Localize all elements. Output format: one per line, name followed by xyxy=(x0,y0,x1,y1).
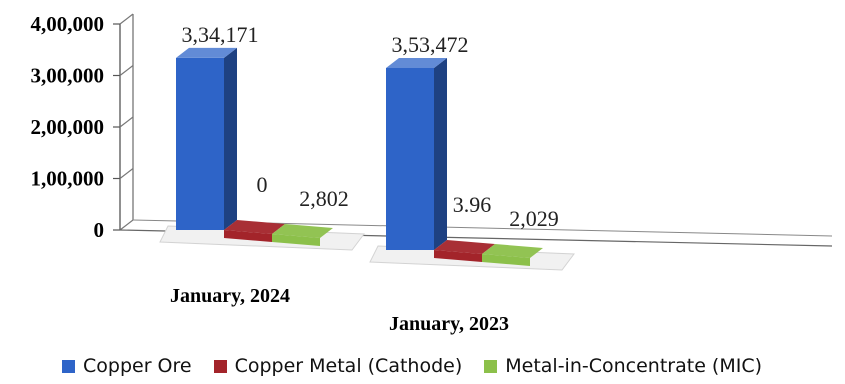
y-tick-label: 0 xyxy=(94,218,105,242)
bar-front xyxy=(176,57,224,231)
legend: Copper Ore Copper Metal (Cathode) Metal-in… xyxy=(62,351,845,381)
category-label: January, 2023 xyxy=(389,313,509,335)
bar xyxy=(176,47,237,231)
data-label: 0 xyxy=(257,172,268,197)
legend-swatch xyxy=(213,359,227,373)
data-label: 3,53,472 xyxy=(392,32,469,57)
bar xyxy=(434,240,495,262)
legend-swatch xyxy=(62,359,75,373)
data-labels: 3,34,171 0 2,802 3,53,472 3.96 2,029 xyxy=(182,22,559,231)
bar xyxy=(272,224,333,246)
y-tick-label: 2,00,000 xyxy=(31,115,105,139)
data-label: 2,802 xyxy=(299,186,349,211)
bar-front xyxy=(386,67,434,251)
category-labels: January, 2024 January, 2023 xyxy=(170,285,509,335)
bar-front xyxy=(272,234,320,246)
data-label: 2,029 xyxy=(509,206,559,231)
chart-bars xyxy=(176,47,543,266)
y-tick-label: 4,00,000 xyxy=(31,12,105,36)
legend-label: Copper Ore xyxy=(83,355,192,377)
bar-front xyxy=(224,230,272,242)
bar-front xyxy=(434,250,482,262)
legend-swatch xyxy=(484,359,498,373)
bar xyxy=(224,220,285,242)
bar-top xyxy=(176,47,237,58)
bar xyxy=(482,244,543,266)
bar-top xyxy=(272,224,333,238)
bar-top xyxy=(224,220,285,234)
bar-side xyxy=(224,47,237,231)
data-label: 3.96 xyxy=(453,192,492,217)
y-tick-depth xyxy=(119,219,134,231)
y-tick-depth xyxy=(119,168,134,179)
y-tick-depth xyxy=(119,116,134,128)
y-tick-label: 1,00,000 xyxy=(31,167,105,191)
y-tick-depth xyxy=(119,65,134,76)
legend-label: Metal-in-Concentrate (MIC) xyxy=(505,355,763,377)
bar-top xyxy=(386,57,447,68)
y-tick-depth xyxy=(119,13,134,25)
legend-item: Copper Ore xyxy=(62,355,192,377)
legend-item: Metal-in-Concentrate (MIC) xyxy=(484,355,762,377)
data-label: 3,34,171 xyxy=(182,22,259,47)
legend-item: Copper Metal (Cathode) xyxy=(213,355,463,377)
bar xyxy=(386,57,447,251)
legend-label: Copper Metal (Cathode) xyxy=(234,355,463,377)
bar-top xyxy=(482,244,543,258)
y-tick-label: 3,00,000 xyxy=(31,64,105,88)
bar-top xyxy=(434,240,495,254)
category-label: January, 2024 xyxy=(170,285,290,307)
bar-front xyxy=(482,254,530,266)
bar-side xyxy=(434,57,447,251)
